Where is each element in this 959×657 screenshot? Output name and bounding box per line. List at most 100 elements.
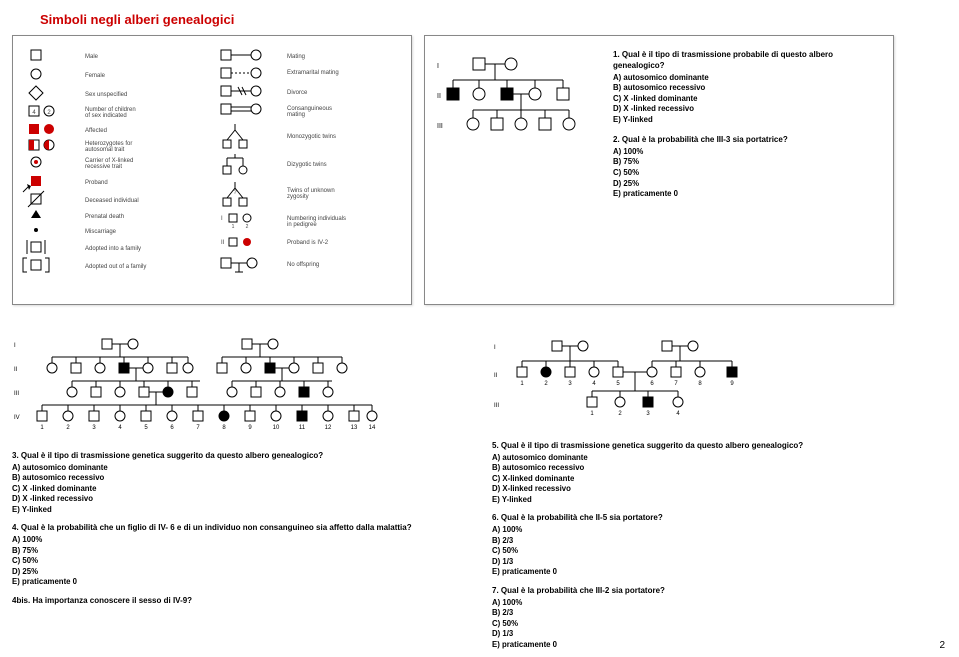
q4bis-block: 4bis. Ha importanza conoscere il sesso d… xyxy=(12,596,452,607)
svg-text:Monozygotic twins: Monozygotic twins xyxy=(287,134,336,140)
q2-block: 2. Qual è la probabilità che III-3 sia p… xyxy=(613,135,885,199)
svg-text:2: 2 xyxy=(618,411,622,417)
q5-choice-d: D) X-linked recessivo xyxy=(492,484,912,495)
svg-text:3: 3 xyxy=(92,425,96,431)
svg-text:9: 9 xyxy=(730,381,734,387)
q4-choice-c: C) 50% xyxy=(12,556,452,567)
q4-question: 4. Qual è la probabilità che un figlio d… xyxy=(12,523,452,534)
svg-text:6: 6 xyxy=(650,381,654,387)
svg-text:recessive trait: recessive trait xyxy=(85,164,122,170)
pedigree-q1: I II III xyxy=(433,44,603,164)
q3-choice-c: C) X -linked dominante xyxy=(12,484,452,495)
q4bis-question: 4bis. Ha importanza conoscere il sesso d… xyxy=(12,596,452,607)
svg-text:Dizygotic twins: Dizygotic twins xyxy=(287,162,327,168)
q2-choice-b: B) 75% xyxy=(613,157,885,168)
svg-text:Proband is IV-2: Proband is IV-2 xyxy=(287,240,329,246)
svg-text:4: 4 xyxy=(592,381,596,387)
q4-choice-a: A) 100% xyxy=(12,535,452,546)
svg-text:zygosity: zygosity xyxy=(287,194,309,200)
q2-choice-c: C) 50% xyxy=(613,168,885,179)
svg-text:Extramarital mating: Extramarital mating xyxy=(287,70,339,76)
svg-text:II: II xyxy=(494,373,498,379)
col-right: I II 1 2 3 4 5 6 7 8 9 III 1 2 3 xyxy=(492,333,912,650)
svg-text:No offspring: No offspring xyxy=(287,262,319,268)
svg-text:I: I xyxy=(437,63,439,70)
svg-text:5: 5 xyxy=(616,381,620,387)
q5-choice-e: E) Y-linked xyxy=(492,495,912,506)
svg-text:2: 2 xyxy=(66,425,70,431)
q6-choice-b: B) 2/3 xyxy=(492,536,912,547)
q5-choice-c: C) X-linked dominante xyxy=(492,474,912,485)
svg-text:5: 5 xyxy=(144,425,148,431)
legend-male: Male xyxy=(85,54,99,60)
svg-text:III: III xyxy=(14,391,19,397)
q1q2-panel: I II III 1. Qual xyxy=(424,35,894,305)
q3-choice-e: E) Y-linked xyxy=(12,505,452,516)
svg-text:II: II xyxy=(221,240,225,246)
q1-choice-c: C) X -linked dominante xyxy=(613,94,885,105)
svg-text:2: 2 xyxy=(47,110,51,116)
svg-text:2: 2 xyxy=(544,381,548,387)
svg-text:1: 1 xyxy=(520,381,524,387)
svg-text:3: 3 xyxy=(646,411,650,417)
q1-choice-d: D) X -linked recessivo xyxy=(613,104,885,115)
q7-choice-d: D) 1/3 xyxy=(492,629,912,640)
row2: I II xyxy=(12,333,947,650)
svg-text:4: 4 xyxy=(118,425,122,431)
legend-deceased: Deceased individual xyxy=(85,198,139,204)
q5-question: 5. Qual è il tipo di trasmissione geneti… xyxy=(492,441,912,452)
svg-text:autosomal trait: autosomal trait xyxy=(85,147,125,153)
q4-block: 4. Qual è la probabilità che un figlio d… xyxy=(12,523,452,587)
q1-choice-a: A) autosomico dominante xyxy=(613,73,885,84)
page-number: 2 xyxy=(939,640,945,651)
q7-choice-e: E) praticamente 0 xyxy=(492,640,912,651)
legend-adoptin: Adopted into a family xyxy=(85,246,141,252)
svg-text:7: 7 xyxy=(674,381,678,387)
q6-choice-d: D) 1/3 xyxy=(492,557,912,568)
pedigree-q5: I II 1 2 3 4 5 6 7 8 9 III 1 2 3 xyxy=(492,333,772,433)
q7-choice-b: B) 2/3 xyxy=(492,608,912,619)
q7-block: 7. Qual è la probabilità che III-2 sia p… xyxy=(492,586,912,650)
svg-text:Mating: Mating xyxy=(287,54,305,60)
q7-choice-a: A) 100% xyxy=(492,598,912,609)
legend-unspec: Sex unspecified xyxy=(85,92,127,98)
legend-panel: Male Female Sex unspecified 4 2 Number o… xyxy=(12,35,412,305)
q5-block: 5. Qual è il tipo di trasmissione geneti… xyxy=(492,441,912,505)
q1-question: 1. Qual è il tipo di trasmissione probab… xyxy=(613,50,885,72)
svg-text:I: I xyxy=(494,345,496,351)
q4-choice-d: D) 25% xyxy=(12,567,452,578)
q2-choice-e: E) praticamente 0 xyxy=(613,189,885,200)
svg-text:mating: mating xyxy=(287,112,305,118)
row1: Male Female Sex unspecified 4 2 Number o… xyxy=(12,35,947,305)
legend-affected: Affected xyxy=(85,128,107,134)
q4-choice-e: E) praticamente 0 xyxy=(12,577,452,588)
svg-text:Divorce: Divorce xyxy=(287,90,308,96)
q1-block: 1. Qual è il tipo di trasmissione probab… xyxy=(613,50,885,125)
svg-text:1: 1 xyxy=(232,224,235,230)
q5-choice-b: B) autosomico recessivo xyxy=(492,463,912,474)
legend-prenatal: Prenatal death xyxy=(85,214,124,220)
legend-adoptout: Adopted out of a family xyxy=(85,264,146,270)
svg-text:1: 1 xyxy=(590,411,594,417)
svg-text:I: I xyxy=(221,216,223,222)
q2-question: 2. Qual è la probabilità che III-3 sia p… xyxy=(613,135,885,146)
svg-text:7: 7 xyxy=(196,425,200,431)
q3-question: 3. Qual è il tipo di trasmissione geneti… xyxy=(12,451,452,462)
svg-text:of sex indicated: of sex indicated xyxy=(85,113,127,119)
svg-text:10: 10 xyxy=(273,425,280,431)
svg-text:4: 4 xyxy=(32,110,36,116)
legend-female: Female xyxy=(85,73,106,79)
q3-choice-a: A) autosomico dominante xyxy=(12,463,452,474)
q3-choice-d: D) X -linked recessivo xyxy=(12,494,452,505)
page-title: Simboli negli alberi genealogici xyxy=(40,12,947,27)
svg-text:in pedigree: in pedigree xyxy=(287,222,317,228)
q1-choice-b: B) autosomico recessivo xyxy=(613,83,885,94)
svg-text:14: 14 xyxy=(369,425,376,431)
q5-choice-a: A) autosomico dominante xyxy=(492,453,912,464)
svg-text:9: 9 xyxy=(248,425,252,431)
q6-choice-a: A) 100% xyxy=(492,525,912,536)
q1-choice-e: E) Y-linked xyxy=(613,115,885,126)
svg-text:6: 6 xyxy=(170,425,174,431)
q3-block: 3. Qual è il tipo di trasmissione geneti… xyxy=(12,451,452,515)
q2-choice-a: A) 100% xyxy=(613,147,885,158)
